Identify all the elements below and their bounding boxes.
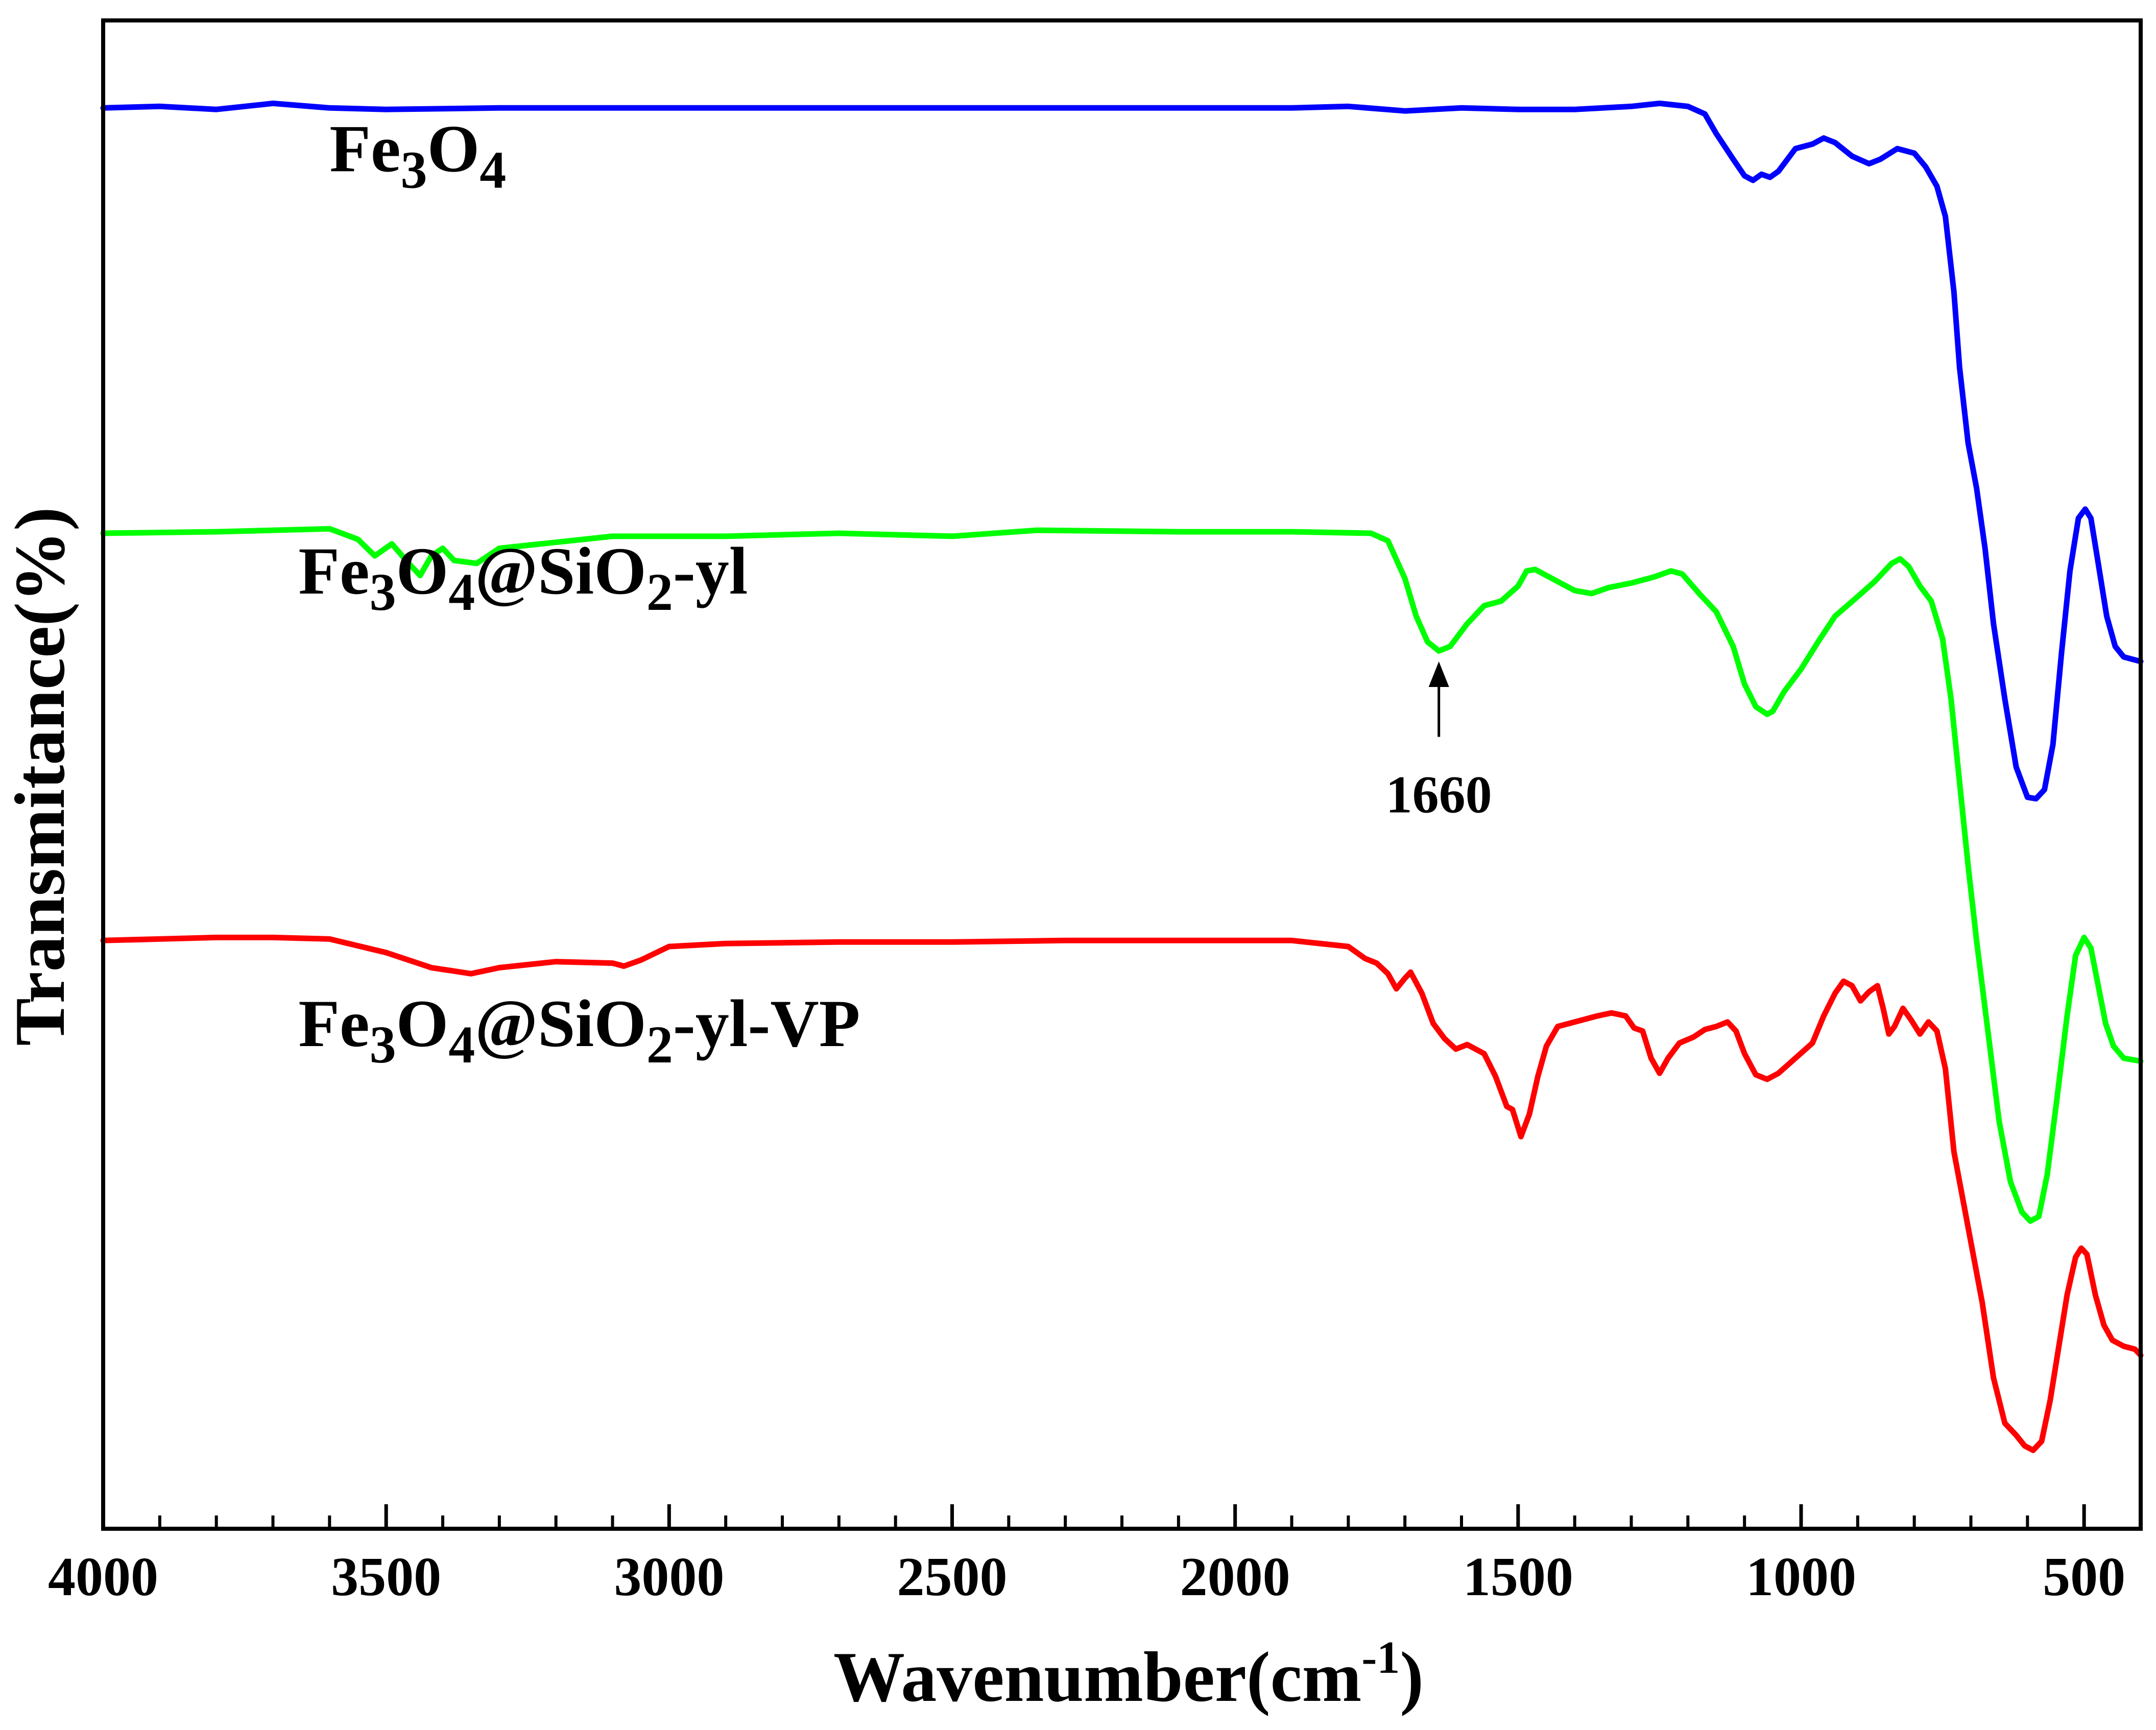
x-axis-title-tail: ): [1400, 1638, 1424, 1717]
x-axis-title: Wavenumber(cm-1): [833, 1632, 1424, 1717]
series-label-fe3o4: Fe3O4: [329, 111, 506, 199]
x-axis-title-main: Wavenumber(cm: [833, 1638, 1361, 1717]
series-line-fe3o4-sio2-yl-vp: [100, 934, 2144, 1453]
series-label-fe3o4-sio2-yl: Fe3O4@SiO2-yl: [298, 533, 748, 622]
series-line-fe3o4: [100, 100, 2144, 802]
x-tick-label-2000: 2000: [1180, 1547, 1290, 1607]
annotation-label-1660: 1660: [1386, 765, 1492, 824]
x-tick-label-3500: 3500: [331, 1547, 441, 1607]
annotation-arrow-head: [1428, 661, 1449, 688]
x-tick-label-1000: 1000: [1746, 1547, 1856, 1607]
x-tick-label-3000: 3000: [614, 1547, 724, 1607]
series-line-fe3o4-sio2-yl: [100, 526, 2144, 1224]
x-tick-label-4000: 4000: [48, 1547, 158, 1607]
x-tick-label-1500: 1500: [1463, 1547, 1573, 1607]
x-tick-label-500: 500: [2043, 1547, 2125, 1607]
x-axis-title-sup: -1: [1361, 1632, 1400, 1683]
x-tick-label-2500: 2500: [897, 1547, 1008, 1607]
y-axis-title: Transmitance(%): [1, 507, 80, 1046]
series-label-fe3o4-sio2-yl-vp: Fe3O4@SiO2-yl-VP: [298, 986, 860, 1074]
